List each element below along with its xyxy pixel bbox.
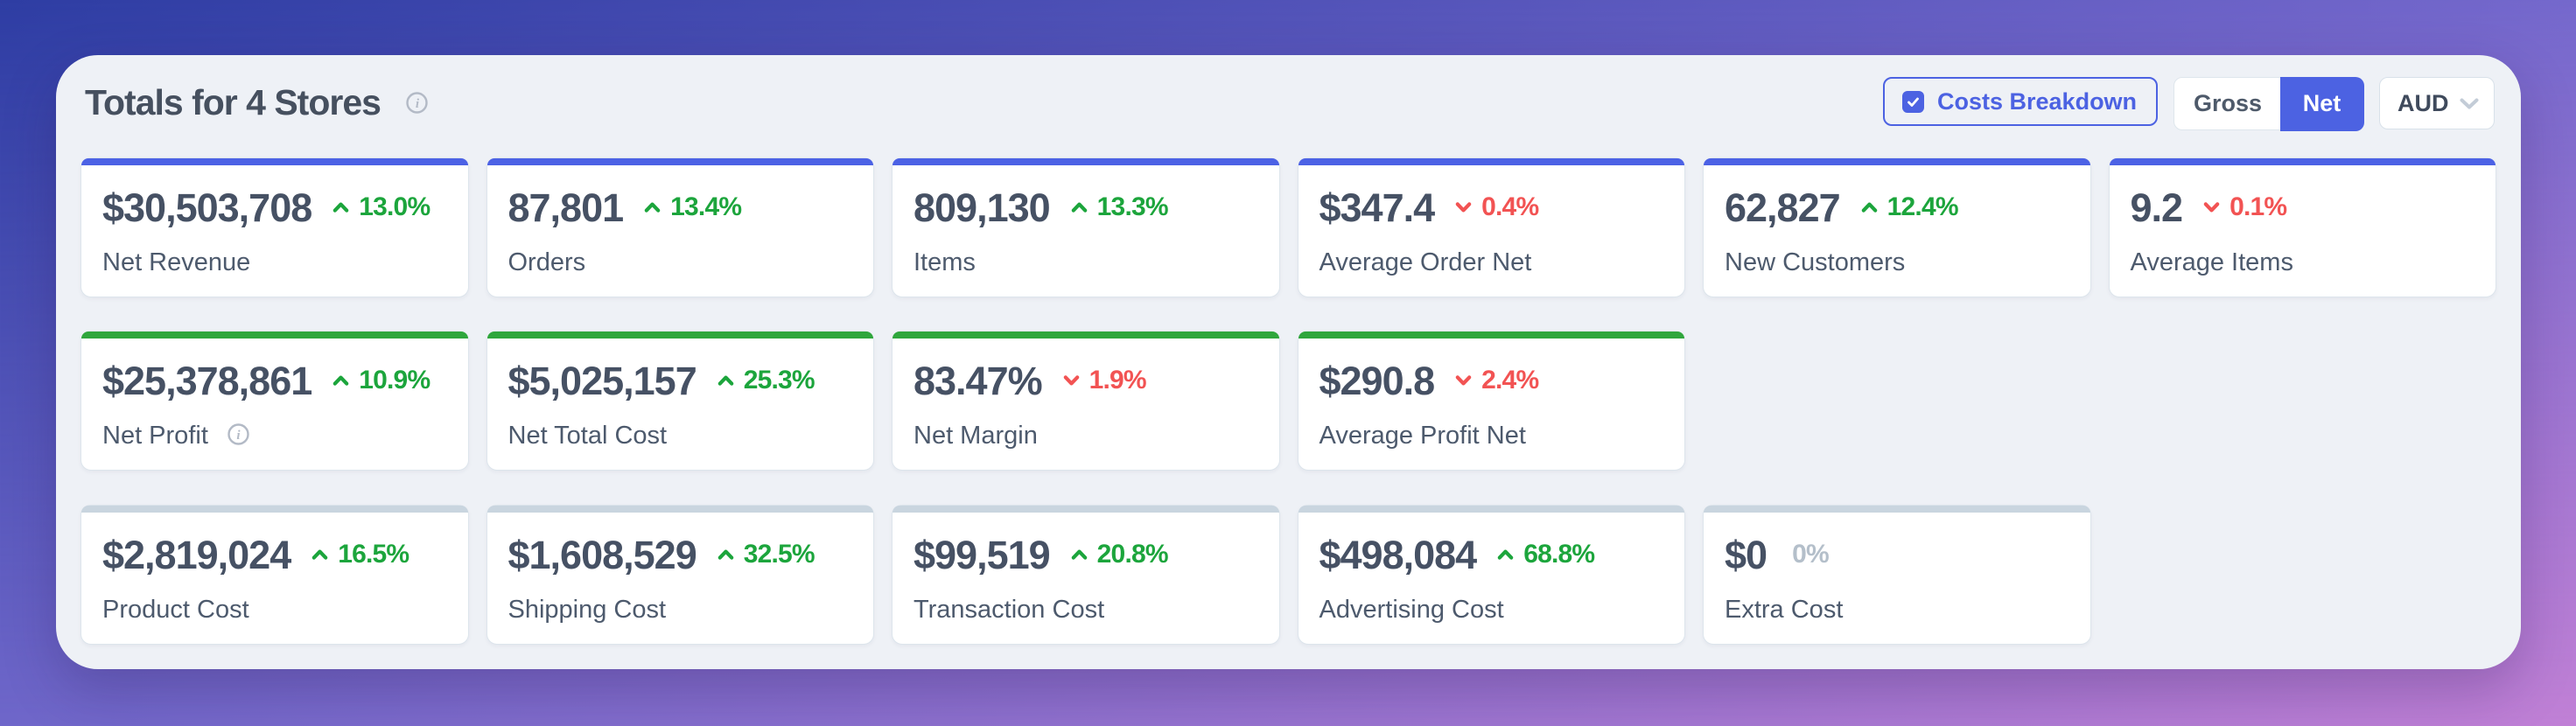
svg-text:i: i	[416, 97, 420, 111]
svg-text:i: i	[236, 429, 241, 443]
